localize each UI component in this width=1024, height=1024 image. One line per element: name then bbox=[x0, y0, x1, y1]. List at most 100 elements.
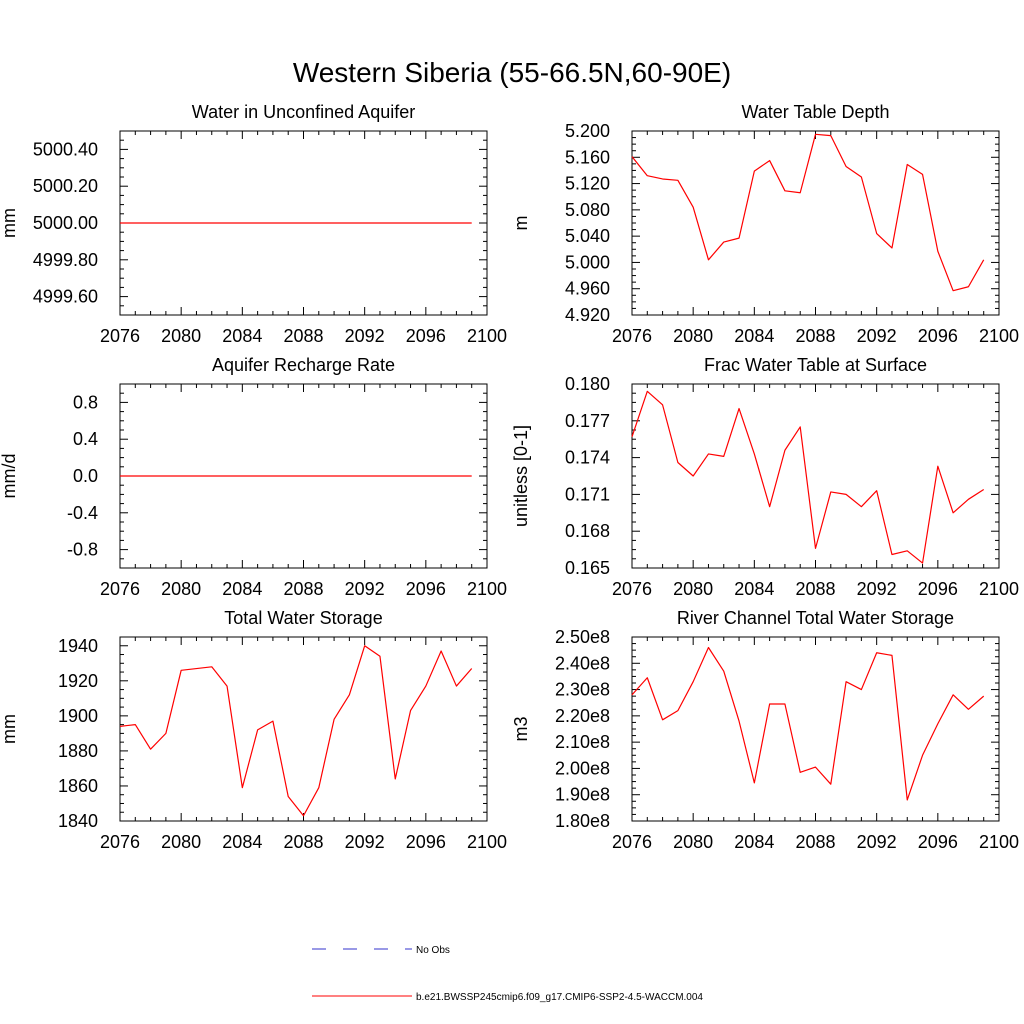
y-axis-label: mm bbox=[0, 714, 19, 744]
panel-title: Water Table Depth bbox=[741, 102, 889, 122]
y-tick-label: 1.90e8 bbox=[555, 785, 610, 805]
legend-label-no-obs: No Obs bbox=[416, 945, 450, 956]
y-tick-label: 0.171 bbox=[565, 484, 610, 504]
x-tick-label: 2096 bbox=[918, 832, 958, 852]
panel-title: Aquifer Recharge Rate bbox=[212, 355, 395, 375]
x-tick-label: 2088 bbox=[795, 326, 835, 346]
y-tick-label: 1880 bbox=[58, 741, 98, 761]
y-tick-label: 2.50e8 bbox=[555, 627, 610, 647]
y-tick-label: 4999.60 bbox=[33, 287, 98, 307]
series-line-0 bbox=[631, 390, 985, 564]
x-tick-label: 2096 bbox=[406, 326, 446, 346]
panel-total-water-storage: Total Water Storage mm 2076 2080 2084 2088 209… bbox=[0, 608, 507, 852]
x-tick-label: 2092 bbox=[857, 832, 897, 852]
y-tick-label: 4999.80 bbox=[33, 250, 98, 270]
x-tick-label: 2080 bbox=[161, 326, 201, 346]
x-tick-label: 2092 bbox=[345, 326, 385, 346]
y-tick-label: -0.4 bbox=[67, 503, 98, 523]
x-tick-label: 2096 bbox=[406, 832, 446, 852]
y-axis-label: m3 bbox=[511, 716, 531, 741]
y-tick-label: 0.4 bbox=[73, 429, 98, 449]
y-tick-label: 0.0 bbox=[73, 466, 98, 486]
panel-water-in-unconfined-aquifer: Water in Unconfined Aquifer mm 2076 2080 208… bbox=[0, 102, 507, 346]
x-tick-label: 2100 bbox=[467, 832, 507, 852]
y-tick-label: 2.20e8 bbox=[555, 706, 610, 726]
x-tick-label: 2080 bbox=[673, 832, 713, 852]
y-tick-label: 5.040 bbox=[565, 226, 610, 246]
x-tick-label: 2088 bbox=[795, 579, 835, 599]
y-axis-label: mm/d bbox=[0, 454, 19, 499]
y-tick-label: 1840 bbox=[58, 811, 98, 831]
x-tick-label: 2100 bbox=[979, 832, 1019, 852]
x-tick-label: 2080 bbox=[673, 326, 713, 346]
x-tick-label: 2100 bbox=[467, 579, 507, 599]
panel-title: River Channel Total Water Storage bbox=[677, 608, 954, 628]
x-tick-label: 2076 bbox=[612, 326, 652, 346]
plot-frame bbox=[119, 636, 488, 822]
y-tick-label: 0.8 bbox=[73, 392, 98, 412]
y-tick-label: 2.30e8 bbox=[555, 680, 610, 700]
panel-title: Total Water Storage bbox=[224, 608, 382, 628]
y-tick-label: 2.00e8 bbox=[555, 758, 610, 778]
x-tick-label: 2084 bbox=[222, 579, 262, 599]
y-tick-label: 5000.40 bbox=[33, 139, 98, 159]
y-tick-label: 1.80e8 bbox=[555, 811, 610, 831]
y-tick-label: 0.180 bbox=[565, 374, 610, 394]
x-tick-label: 2092 bbox=[345, 832, 385, 852]
x-tick-label: 2084 bbox=[222, 832, 262, 852]
x-tick-label: 2100 bbox=[467, 326, 507, 346]
x-tick-label: 2096 bbox=[918, 326, 958, 346]
panels-group: Water in Unconfined Aquifer mm 2076 2080 208… bbox=[0, 102, 1019, 852]
y-axis-label: m bbox=[511, 216, 531, 231]
x-tick-label: 2084 bbox=[734, 579, 774, 599]
y-tick-label: 0.177 bbox=[565, 411, 610, 431]
y-tick-label: 0.174 bbox=[565, 448, 610, 468]
x-tick-label: 2080 bbox=[673, 579, 713, 599]
x-tick-label: 2076 bbox=[100, 832, 140, 852]
y-tick-label: 1940 bbox=[58, 636, 98, 656]
x-tick-label: 2076 bbox=[612, 832, 652, 852]
y-tick-label: 5.120 bbox=[565, 174, 610, 194]
y-tick-label: 5000.20 bbox=[33, 176, 98, 196]
y-tick-label: 4.960 bbox=[565, 279, 610, 299]
x-tick-label: 2088 bbox=[795, 832, 835, 852]
panel-aquifer-recharge-rate: Aquifer Recharge Rate mm/d 2076 2080 2084 208… bbox=[0, 355, 507, 599]
figure-title: Western Siberia (55-66.5N,60-90E) bbox=[293, 57, 731, 88]
x-tick-label: 2080 bbox=[161, 832, 201, 852]
y-tick-label: 2.10e8 bbox=[555, 732, 610, 752]
series-line-0 bbox=[119, 645, 473, 817]
x-tick-label: 2084 bbox=[734, 326, 774, 346]
y-axis-label: unitless [0-1] bbox=[511, 425, 531, 527]
x-tick-label: 2088 bbox=[283, 579, 323, 599]
x-tick-label: 2076 bbox=[100, 579, 140, 599]
panel-title: Water in Unconfined Aquifer bbox=[192, 102, 415, 122]
x-tick-label: 2100 bbox=[979, 579, 1019, 599]
x-tick-label: 2080 bbox=[161, 579, 201, 599]
plot-frame bbox=[631, 383, 1000, 569]
x-tick-label: 2084 bbox=[222, 326, 262, 346]
series-line-0 bbox=[631, 646, 985, 801]
y-axis-label: mm bbox=[0, 208, 19, 238]
plot-frame bbox=[631, 130, 1000, 316]
y-tick-label: 1860 bbox=[58, 776, 98, 796]
x-tick-label: 2096 bbox=[918, 579, 958, 599]
y-tick-label: 5.000 bbox=[565, 252, 610, 272]
plot-frame bbox=[631, 636, 1000, 822]
x-tick-label: 2092 bbox=[857, 326, 897, 346]
x-tick-label: 2088 bbox=[283, 832, 323, 852]
y-tick-label: 5.200 bbox=[565, 121, 610, 141]
panel-water-table-depth: Water Table Depth m 2076 2080 2084 2088 2092 20… bbox=[511, 102, 1019, 346]
y-tick-label: -0.8 bbox=[67, 540, 98, 560]
x-tick-label: 2076 bbox=[612, 579, 652, 599]
y-tick-label: 1920 bbox=[58, 671, 98, 691]
legend: No Obs b.e21.BWSSP245cmip6.f09_g17.CMIP6… bbox=[312, 945, 703, 1003]
y-tick-label: 0.168 bbox=[565, 521, 610, 541]
y-tick-label: 2.40e8 bbox=[555, 653, 610, 673]
y-tick-label: 5.160 bbox=[565, 147, 610, 167]
panel-river-channel-total-water-storage: River Channel Total Water Storage m3 2076 2… bbox=[511, 608, 1019, 852]
y-tick-label: 5000.00 bbox=[33, 213, 98, 233]
y-tick-label: 5.080 bbox=[565, 200, 610, 220]
x-tick-label: 2100 bbox=[979, 326, 1019, 346]
x-tick-label: 2088 bbox=[283, 326, 323, 346]
